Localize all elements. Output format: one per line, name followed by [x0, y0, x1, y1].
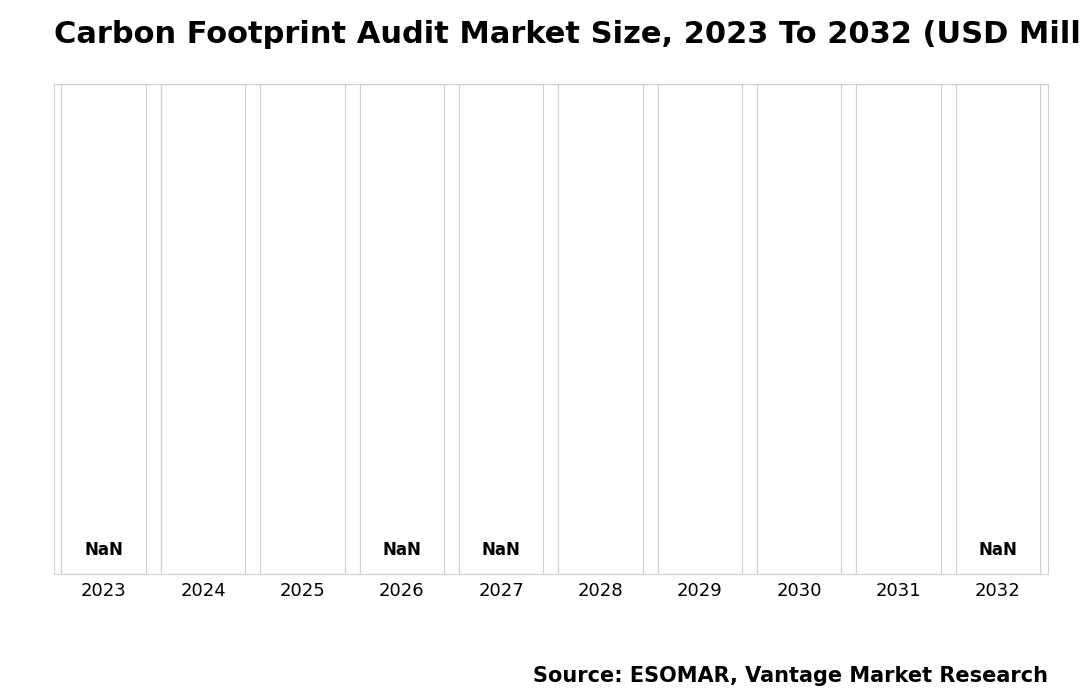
- Text: NaN: NaN: [482, 541, 521, 559]
- Text: NaN: NaN: [978, 541, 1017, 559]
- Bar: [260, 84, 345, 574]
- Bar: [558, 84, 643, 574]
- Bar: [360, 84, 444, 574]
- Bar: [459, 84, 543, 574]
- Bar: [658, 84, 742, 574]
- Bar: [856, 84, 941, 574]
- Bar: [956, 84, 1040, 574]
- Bar: [757, 84, 841, 574]
- Bar: [62, 84, 146, 574]
- Text: NaN: NaN: [382, 541, 421, 559]
- Text: Carbon Footprint Audit Market Size, 2023 To 2032 (USD Million): Carbon Footprint Audit Market Size, 2023…: [54, 20, 1080, 49]
- Bar: [161, 84, 245, 574]
- Text: NaN: NaN: [84, 541, 123, 559]
- Text: Source: ESOMAR, Vantage Market Research: Source: ESOMAR, Vantage Market Research: [532, 666, 1048, 686]
